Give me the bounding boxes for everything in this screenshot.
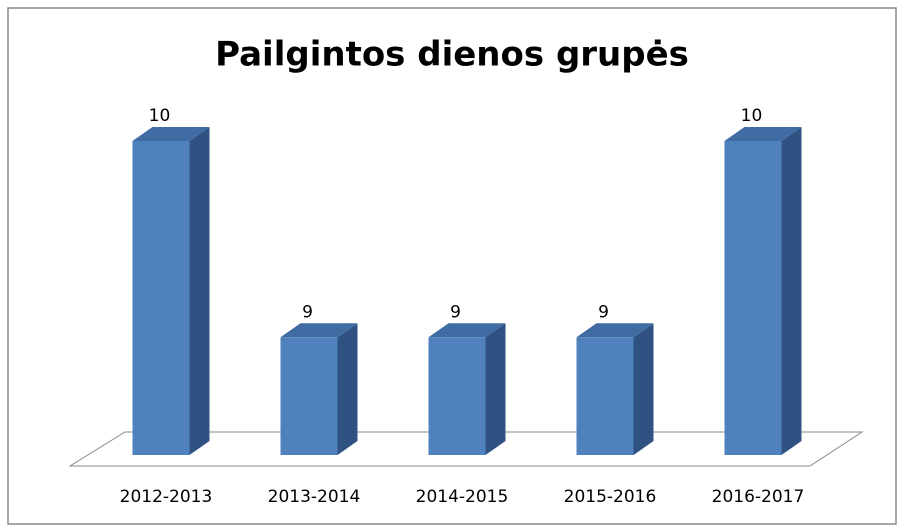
bar-side bbox=[633, 323, 654, 455]
bar-side bbox=[189, 127, 210, 455]
bar bbox=[132, 127, 210, 455]
chart-title: Pailgintos dienos grupės bbox=[215, 35, 689, 75]
bar bbox=[428, 323, 506, 455]
bar-side bbox=[781, 127, 802, 455]
x-tick-label: 2013-2014 bbox=[268, 487, 361, 507]
bar-side bbox=[485, 323, 506, 455]
bar-top bbox=[576, 323, 654, 338]
value-label: 9 bbox=[450, 302, 461, 322]
bar-side bbox=[337, 323, 358, 455]
x-tick-label: 2016-2017 bbox=[712, 487, 805, 507]
x-tick-label: 2014-2015 bbox=[416, 487, 509, 507]
value-label: 9 bbox=[598, 302, 609, 322]
bar-front bbox=[576, 337, 634, 455]
bar bbox=[724, 127, 802, 455]
bar-front bbox=[724, 141, 782, 455]
bar-front bbox=[428, 337, 486, 455]
bar-front bbox=[132, 141, 190, 455]
bar-top bbox=[280, 323, 358, 338]
x-tick-label: 2012-2013 bbox=[120, 487, 213, 507]
bar-top bbox=[132, 127, 210, 141]
bar-front bbox=[280, 337, 338, 455]
bar-top bbox=[428, 323, 506, 338]
x-tick-label: 2015-2016 bbox=[564, 487, 657, 507]
bar bbox=[576, 323, 654, 455]
value-label: 10 bbox=[149, 106, 171, 126]
value-label: 9 bbox=[302, 302, 313, 322]
bar-top bbox=[724, 127, 802, 141]
bar bbox=[280, 323, 358, 455]
value-label: 10 bbox=[741, 106, 763, 126]
